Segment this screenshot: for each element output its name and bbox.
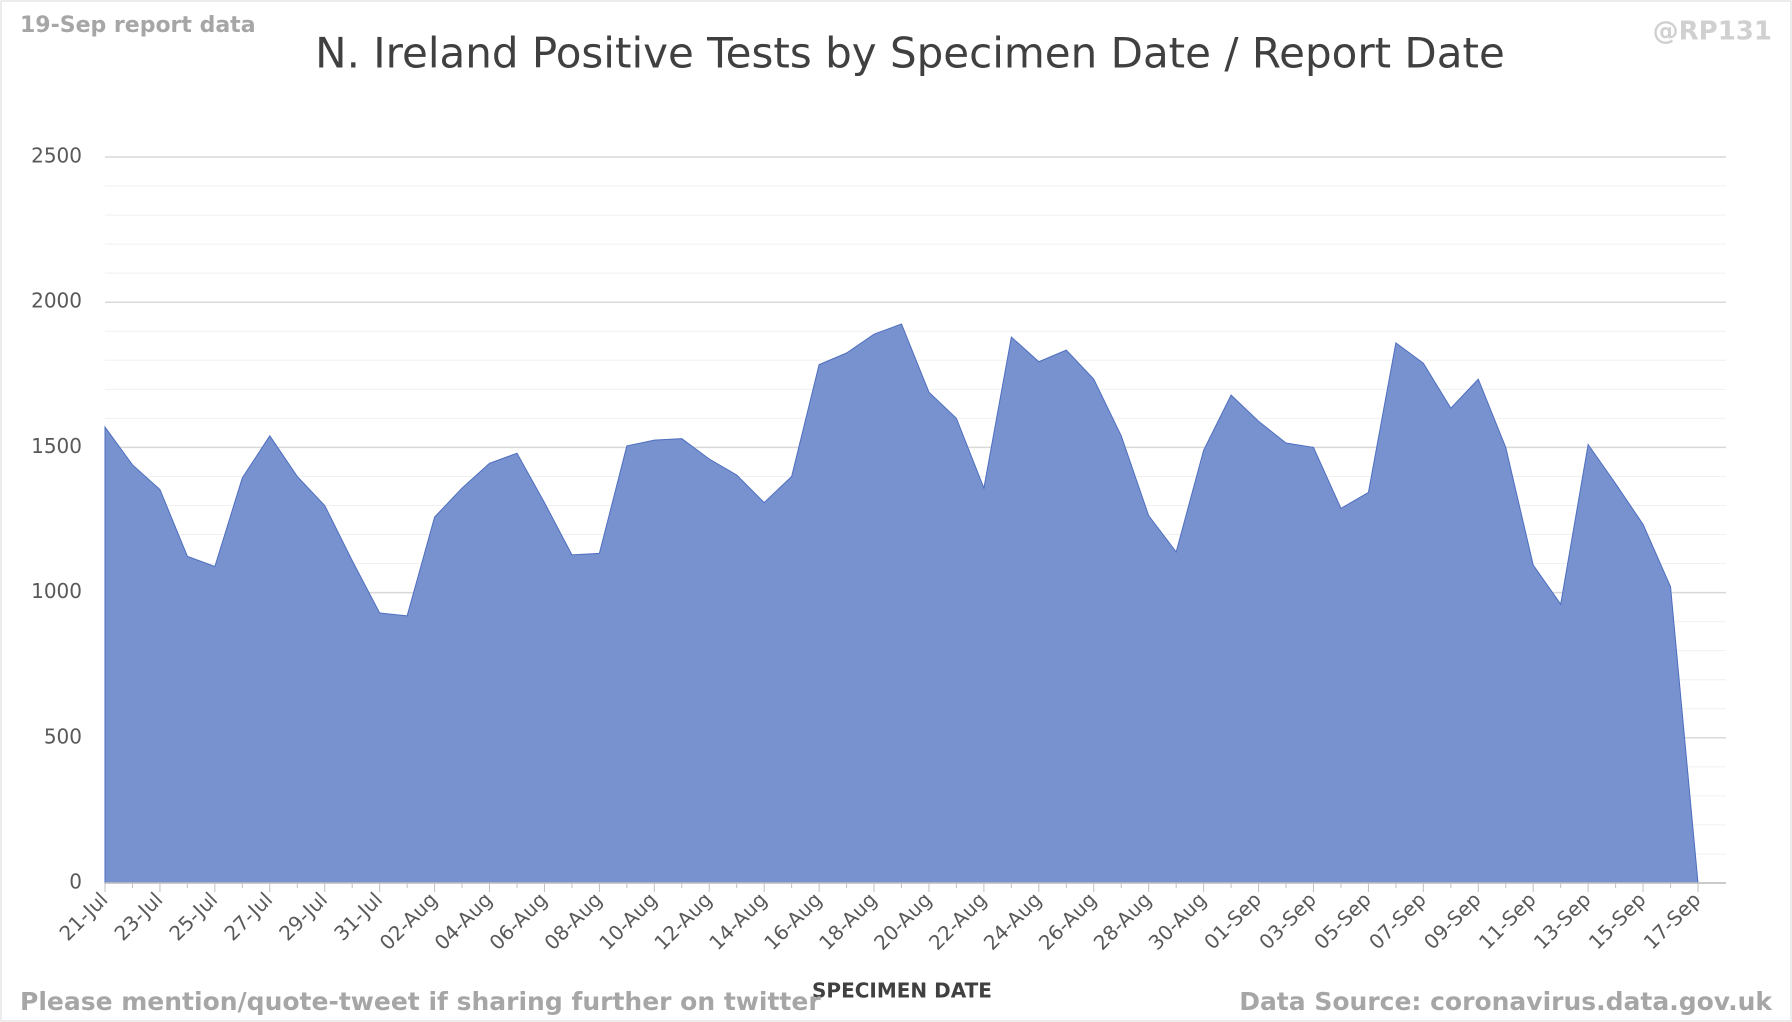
handle: @RP131 — [1653, 17, 1772, 47]
y-tick-label: 0 — [69, 870, 82, 894]
corner-note: 19-Sep report data — [20, 13, 256, 38]
y-tick-label: 1500 — [31, 434, 82, 458]
chart-title: N. Ireland Positive Tests by Specimen Da… — [315, 29, 1505, 78]
footer-left: Please mention/quote-tweet if sharing fu… — [20, 987, 821, 1016]
x-axis-title: SPECIMEN DATE — [812, 979, 992, 1003]
y-tick-label: 500 — [44, 724, 82, 748]
footer-right: Data Source: coronavirus.data.gov.uk — [1239, 987, 1773, 1016]
y-tick-label: 2000 — [31, 289, 82, 313]
y-tick-label: 2500 — [31, 144, 82, 168]
y-tick-label: 1000 — [31, 579, 82, 603]
area — [104, 323, 1699, 884]
